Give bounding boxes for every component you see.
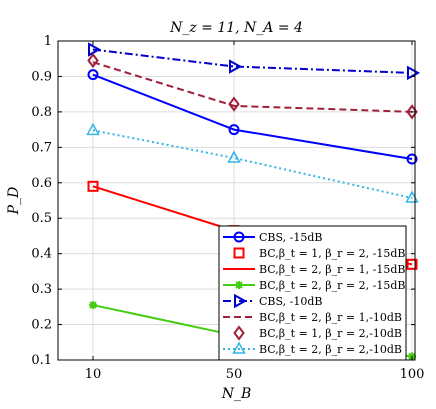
data-point-marker bbox=[87, 52, 99, 69]
y-tick-label: 1 bbox=[44, 34, 52, 49]
data-point-marker bbox=[87, 180, 99, 192]
legend-label: BC,β_t = 2, β_r = 2, -15dB bbox=[259, 279, 405, 292]
series-5 bbox=[88, 42, 421, 81]
y-axis-title: P_D bbox=[6, 187, 22, 216]
y-tick-label: 0.8 bbox=[31, 105, 52, 120]
legend-label: CBS, -15dB bbox=[259, 231, 322, 244]
legend-item: BC,β_t = 2, β_r = 2, -15dB bbox=[223, 279, 405, 292]
legend-label: CBS, -10dB bbox=[259, 295, 322, 308]
data-point-marker bbox=[233, 325, 245, 341]
data-point-marker bbox=[88, 42, 102, 57]
y-tick-label: 0.6 bbox=[31, 176, 52, 191]
series-6 bbox=[92, 61, 413, 113]
legend-label: BC,β_t = 2, β_r = 1,-10dB bbox=[259, 311, 402, 324]
legend-label: BC,β_t = 2, β_r = 1, -15dB bbox=[259, 263, 405, 276]
series-line bbox=[92, 129, 413, 199]
x-tick-label: 10 bbox=[85, 367, 102, 382]
asterisk-stroke bbox=[235, 281, 243, 289]
legend-label: BC,β_t = 2, β_r = 2,-10dB bbox=[259, 343, 402, 356]
series-line bbox=[92, 73, 413, 161]
legend: CBS, -15dB BC,β_t = 1, β_r = 2, -15dB BC,β… bbox=[218, 225, 407, 361]
legend-item: BC,β_t = 2, β_r = 1, -15dB bbox=[223, 263, 405, 276]
data-point-marker bbox=[235, 281, 243, 289]
data-point-marker bbox=[234, 293, 248, 309]
data-point-marker bbox=[89, 301, 97, 310]
legend-item: CBS, -15dB bbox=[223, 231, 322, 244]
data-point-marker bbox=[228, 96, 240, 112]
y-tick-label: 0.5 bbox=[31, 211, 52, 226]
y-tick-label: 0.1 bbox=[31, 353, 52, 368]
axes: 0.1 0.2 0.3 0.4 0.5 0.6 0.7 0.8 0.9 1 10 50 100 N_z =… bbox=[6, 20, 424, 402]
asterisk-stroke bbox=[89, 301, 97, 309]
series-7 bbox=[87, 52, 418, 120]
legend-item: BC,β_t = 1, β_r = 2,-10dB bbox=[233, 325, 402, 341]
legend-label: BC,β_t = 1, β_r = 2,-10dB bbox=[259, 327, 402, 340]
data-point-marker bbox=[86, 122, 100, 136]
data-point-marker bbox=[227, 150, 241, 163]
data-point-marker bbox=[87, 69, 99, 81]
y-tick-label: 0.3 bbox=[31, 282, 52, 297]
y-tick-label: 0.9 bbox=[31, 69, 52, 84]
series-8 bbox=[86, 122, 419, 203]
legend-item: BC,β_t = 2, β_r = 2,-10dB bbox=[223, 341, 402, 356]
legend-box bbox=[218, 225, 407, 361]
y-tick-label: 0.4 bbox=[31, 247, 52, 262]
x-axis-title: N_B bbox=[221, 386, 252, 402]
y-tick-label: 0.7 bbox=[31, 140, 52, 155]
x-tick-label: 50 bbox=[226, 367, 243, 382]
legend-label: BC,β_t = 1, β_r = 2, -15dB bbox=[259, 247, 405, 260]
x-tick-label: 100 bbox=[400, 367, 425, 382]
series-1 bbox=[87, 69, 418, 165]
data-point-marker bbox=[407, 65, 421, 81]
legend-item: CBS, -10dB bbox=[223, 293, 322, 309]
legend-item: BC,β_t = 1, β_r = 2, -15dB bbox=[233, 247, 405, 260]
data-point-marker bbox=[228, 124, 240, 136]
series-line bbox=[92, 48, 413, 74]
series-line bbox=[92, 61, 413, 113]
chart-title: N_z = 11, N_A = 4 bbox=[169, 20, 303, 36]
data-point-marker bbox=[232, 341, 246, 354]
data-point-marker bbox=[406, 153, 418, 165]
legend-item: BC,β_t = 2, β_r = 1,-10dB bbox=[223, 311, 402, 324]
y-tick-label: 0.2 bbox=[31, 318, 52, 333]
data-point-marker bbox=[233, 247, 245, 259]
data-point-marker bbox=[233, 231, 245, 243]
data-point-marker bbox=[229, 59, 243, 74]
